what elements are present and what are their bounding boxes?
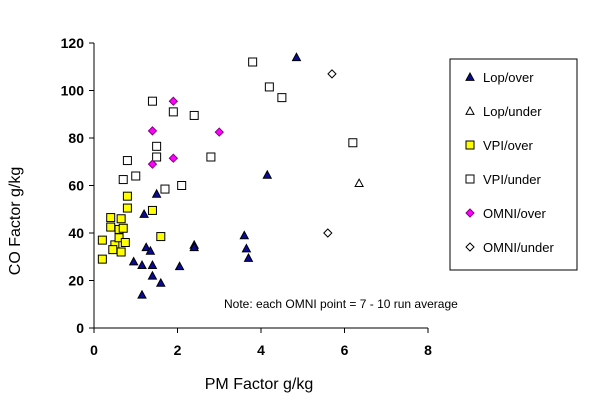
point-lop-over — [189, 242, 200, 252]
point-lop-over — [139, 208, 149, 218]
x-axis-title: PM Factor g/kg — [205, 376, 313, 393]
legend-marker-lop-under — [465, 105, 475, 115]
legend-label-omni-under: OMNI/under — [483, 240, 554, 255]
point-vpi-over — [114, 233, 124, 243]
legend-box — [449, 58, 578, 271]
legend-label-lop-over: Lop/over — [483, 70, 534, 85]
point-vpi-over — [97, 235, 107, 245]
series-lop-under — [354, 178, 364, 188]
series-vpi-over — [97, 191, 166, 264]
point-vpi-over — [116, 247, 126, 257]
point-lop-over — [141, 242, 152, 252]
point-vpi-under — [118, 175, 128, 185]
legend-label-omni-over: OMNI/over — [483, 206, 547, 221]
point-omni-over — [147, 126, 158, 136]
y-tick-label: 40 — [68, 225, 84, 241]
series-omni-under — [323, 69, 337, 238]
x-tick-label: 2 — [174, 342, 182, 358]
legend-label-vpi-under: VPI/under — [483, 172, 541, 187]
point-vpi-over — [120, 238, 130, 247]
point-lop-over — [137, 260, 147, 269]
y-axis-title: CO Factor g/kg — [7, 167, 24, 275]
point-vpi-under — [177, 181, 187, 190]
series-omni-over — [147, 96, 224, 169]
point-lop-over — [151, 188, 162, 198]
point-vpi-over — [122, 203, 132, 213]
point-lop-over — [174, 261, 185, 271]
point-lop-over — [262, 169, 273, 179]
point-vpi-under — [122, 156, 132, 166]
y-ticks: 0 20 40 60 80 100 120 — [61, 35, 94, 336]
point-vpi-under — [248, 57, 258, 67]
point-lop-over — [243, 252, 254, 262]
point-lop-over — [241, 243, 252, 253]
point-vpi-over — [106, 213, 116, 223]
point-vpi-under — [147, 96, 157, 106]
x-tick-label: 0 — [90, 342, 98, 358]
point-vpi-under — [189, 110, 199, 120]
legend-marker-vpi-over — [465, 140, 475, 150]
y-tick-label: 20 — [68, 273, 84, 289]
point-omni-under — [327, 69, 337, 79]
point-vpi-under — [131, 171, 141, 181]
point-vpi-under — [264, 82, 274, 92]
legend-marker-omni-over — [465, 208, 475, 218]
point-vpi-over — [108, 245, 118, 255]
point-vpi-under — [206, 152, 216, 162]
y-tick-label: 60 — [68, 178, 84, 194]
legend-marker-vpi-under — [465, 174, 475, 184]
x-tick-label: 8 — [424, 342, 432, 358]
x-ticks: 0 2 4 6 8 — [90, 328, 432, 358]
y-tick-label: 80 — [68, 130, 84, 146]
point-lop-over — [128, 256, 139, 266]
point-omni-over — [168, 153, 179, 163]
point-lop-under — [354, 178, 364, 188]
point-vpi-over — [116, 214, 126, 224]
y-tick-label: 0 — [76, 320, 84, 336]
series-vpi-under — [118, 57, 358, 194]
point-vpi-over — [122, 191, 132, 201]
axes: 0 20 40 60 80 100 120 0 2 4 6 8 — [61, 35, 432, 358]
point-lop-over — [145, 245, 156, 255]
point-vpi-over — [106, 222, 116, 232]
point-omni-over — [214, 127, 224, 137]
point-omni-over — [168, 96, 179, 106]
point-omni-over — [147, 159, 158, 169]
series-lop-over — [128, 52, 302, 299]
point-lop-over — [147, 270, 158, 280]
point-vpi-over — [156, 232, 166, 242]
y-tick-label: 120 — [61, 35, 85, 51]
x-tick-label: 4 — [257, 342, 265, 358]
point-vpi-under — [152, 152, 162, 162]
point-vpi-over — [97, 254, 107, 264]
legend-marker-omni-under — [465, 242, 475, 252]
point-vpi-over — [118, 223, 128, 233]
x-tick-label: 6 — [341, 342, 349, 358]
point-lop-over — [155, 277, 166, 287]
point-lop-over — [137, 289, 147, 299]
point-lop-over — [147, 260, 158, 269]
point-lop-over — [239, 230, 250, 240]
point-vpi-under — [160, 184, 170, 194]
data-points — [97, 52, 364, 299]
legend-marker-lop-over — [465, 71, 475, 81]
point-vpi-over — [147, 205, 157, 215]
legend-label-lop-under: Lop/under — [483, 104, 542, 119]
legend: Lop/over Lop/under VPI/over VPI/under OMNI/o… — [449, 58, 578, 271]
point-vpi-under — [168, 107, 178, 117]
note-annotation: Note: each OMNI point = 7 - 10 run avera… — [224, 297, 458, 311]
point-vpi-under — [277, 93, 287, 103]
legend-label-vpi-over: VPI/over — [483, 138, 534, 153]
point-vpi-under — [348, 138, 358, 148]
point-vpi-under — [152, 141, 162, 151]
y-tick-label: 100 — [61, 83, 85, 99]
point-lop-over — [291, 52, 302, 62]
point-omni-under — [323, 228, 333, 238]
